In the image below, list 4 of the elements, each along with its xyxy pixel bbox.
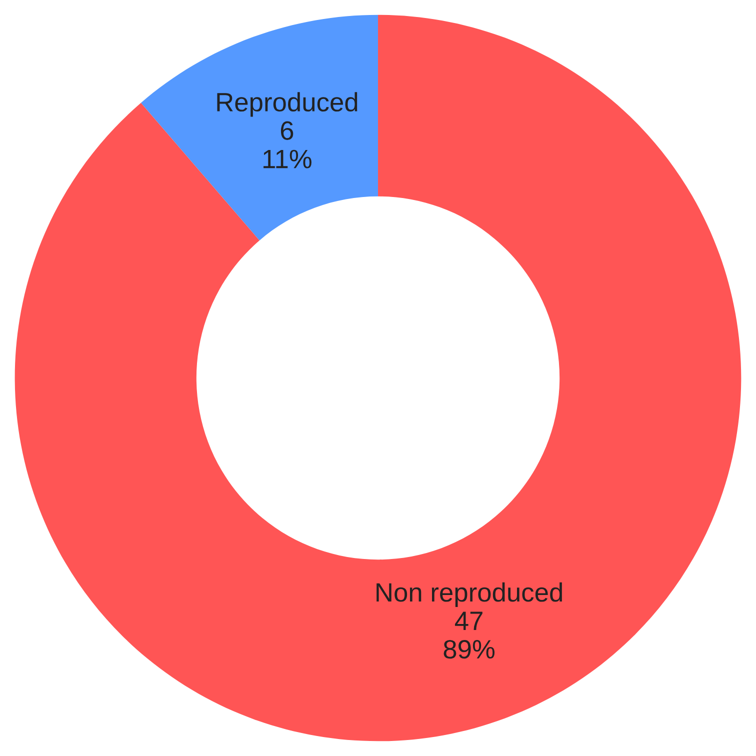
data-label: 47 89%: [444, 612, 495, 659]
slice-label: Reproduced: [217, 92, 358, 117]
slice-label: Non reproduced: [376, 582, 562, 607]
data-label: 6 11%: [264, 121, 312, 168]
